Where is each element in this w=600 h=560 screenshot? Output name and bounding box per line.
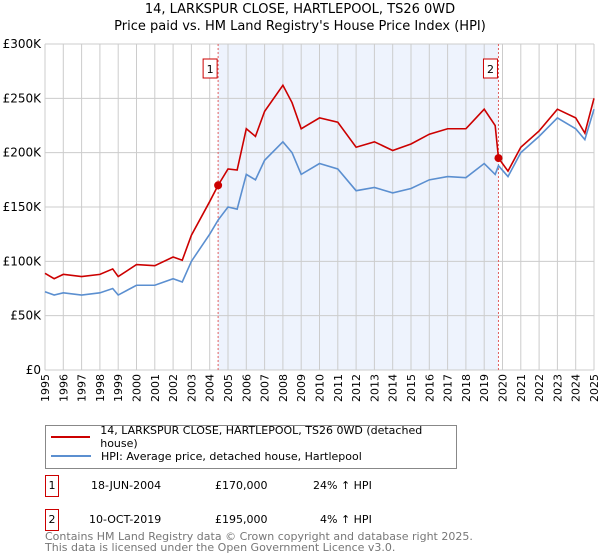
legend: 14, LARKSPUR CLOSE, HARTLEPOOL, TS26 0WD… [45,424,457,469]
x-tick-label: 2002 [167,374,180,402]
date: 18-JUN-2004 [91,479,162,492]
legend-swatch-blue [51,455,91,457]
x-tick-label: 2022 [533,374,546,402]
x-tick-label: 2009 [295,374,308,402]
x-tick-label: 2018 [460,374,473,402]
sale-marker-label: 2 [487,63,494,76]
x-tick-label: 2005 [222,374,235,402]
legend-label: HPI: Average price, detached house, Hart… [101,449,362,463]
x-tick-label: 2016 [423,374,436,402]
x-tick-label: 1996 [57,374,70,402]
date: 10-OCT-2019 [89,513,162,526]
chart-subtitle: Price paid vs. HM Land Registry's House … [114,19,486,34]
sale-marker-badge [202,58,218,79]
price: £170,000 [215,479,268,492]
hpi-change: 24% ↑ HPI [313,479,372,492]
x-tick-label: 1997 [76,374,89,402]
y-tick-label: £0 [26,363,41,377]
x-tick-label: 2010 [314,374,327,402]
x-tick-label: 2006 [240,374,253,402]
transaction-row: 1 18-JUN-2004 £170,000 24% ↑ HPI [45,475,465,497]
x-tick-label: 2012 [350,374,363,402]
x-tick-label: 2020 [497,374,510,402]
y-tick-label: £150K [3,200,43,214]
x-tick-label: 2011 [332,374,345,402]
x-tick-label: 2007 [259,374,272,402]
y-tick-label: £300K [3,37,43,51]
x-tick-label: 2000 [131,374,144,402]
marker-badge: 2 [45,509,59,531]
x-tick-label: 1995 [39,374,52,402]
chart-title: 14, LARKSPUR CLOSE, HARTLEPOOL, TS26 0WD [144,2,456,17]
x-tick-label: 2024 [570,374,583,402]
x-tick-label: 2023 [551,374,564,402]
y-tick-label: £100K [3,254,43,268]
x-tick-label: 2008 [277,374,290,402]
footer-copyright: Contains HM Land Registry data © Crown c… [45,530,473,543]
x-tick-label: 2013 [368,374,381,402]
footer-licence: This data is licensed under the Open Gov… [45,541,396,554]
x-tick-label: 2025 [588,374,600,402]
series-line [44,108,595,297]
legend-label: 14, LARKSPUR CLOSE, HARTLEPOOL, TS26 0WD… [100,424,423,450]
series-line [44,83,595,280]
x-tick-label: 1999 [112,374,125,402]
sale-marker-badge [482,58,498,79]
plot-area: 1995 1996 1997 1998 1999 2000 2001 2002 2003 2004… [3,37,600,402]
x-tick-label: 2021 [515,374,528,402]
transaction-row: 2 10-OCT-2019 £195,000 4% ↑ HPI [45,509,465,531]
x-tick-label: 2003 [185,374,198,402]
x-tick-label: 2017 [442,374,455,402]
x-tick-label: 2015 [405,374,418,402]
sale-point [214,181,223,190]
x-tick-label: 2019 [478,374,491,402]
price: £195,000 [215,513,268,526]
marker-badge: 1 [45,475,59,497]
x-tick-label: 2004 [204,374,217,402]
hpi-change: 4% ↑ HPI [320,513,372,526]
y-tick-label: £50K [10,309,42,323]
legend-swatch-red [51,436,91,438]
sale-marker-label: 1 [207,63,214,76]
sale-point [494,154,503,163]
x-tick-label: 1998 [94,374,107,402]
x-tick-label: 2001 [149,374,162,402]
y-tick-label: £250K [3,91,43,105]
y-tick-label: £200K [3,146,43,160]
x-tick-label: 2014 [387,374,400,402]
